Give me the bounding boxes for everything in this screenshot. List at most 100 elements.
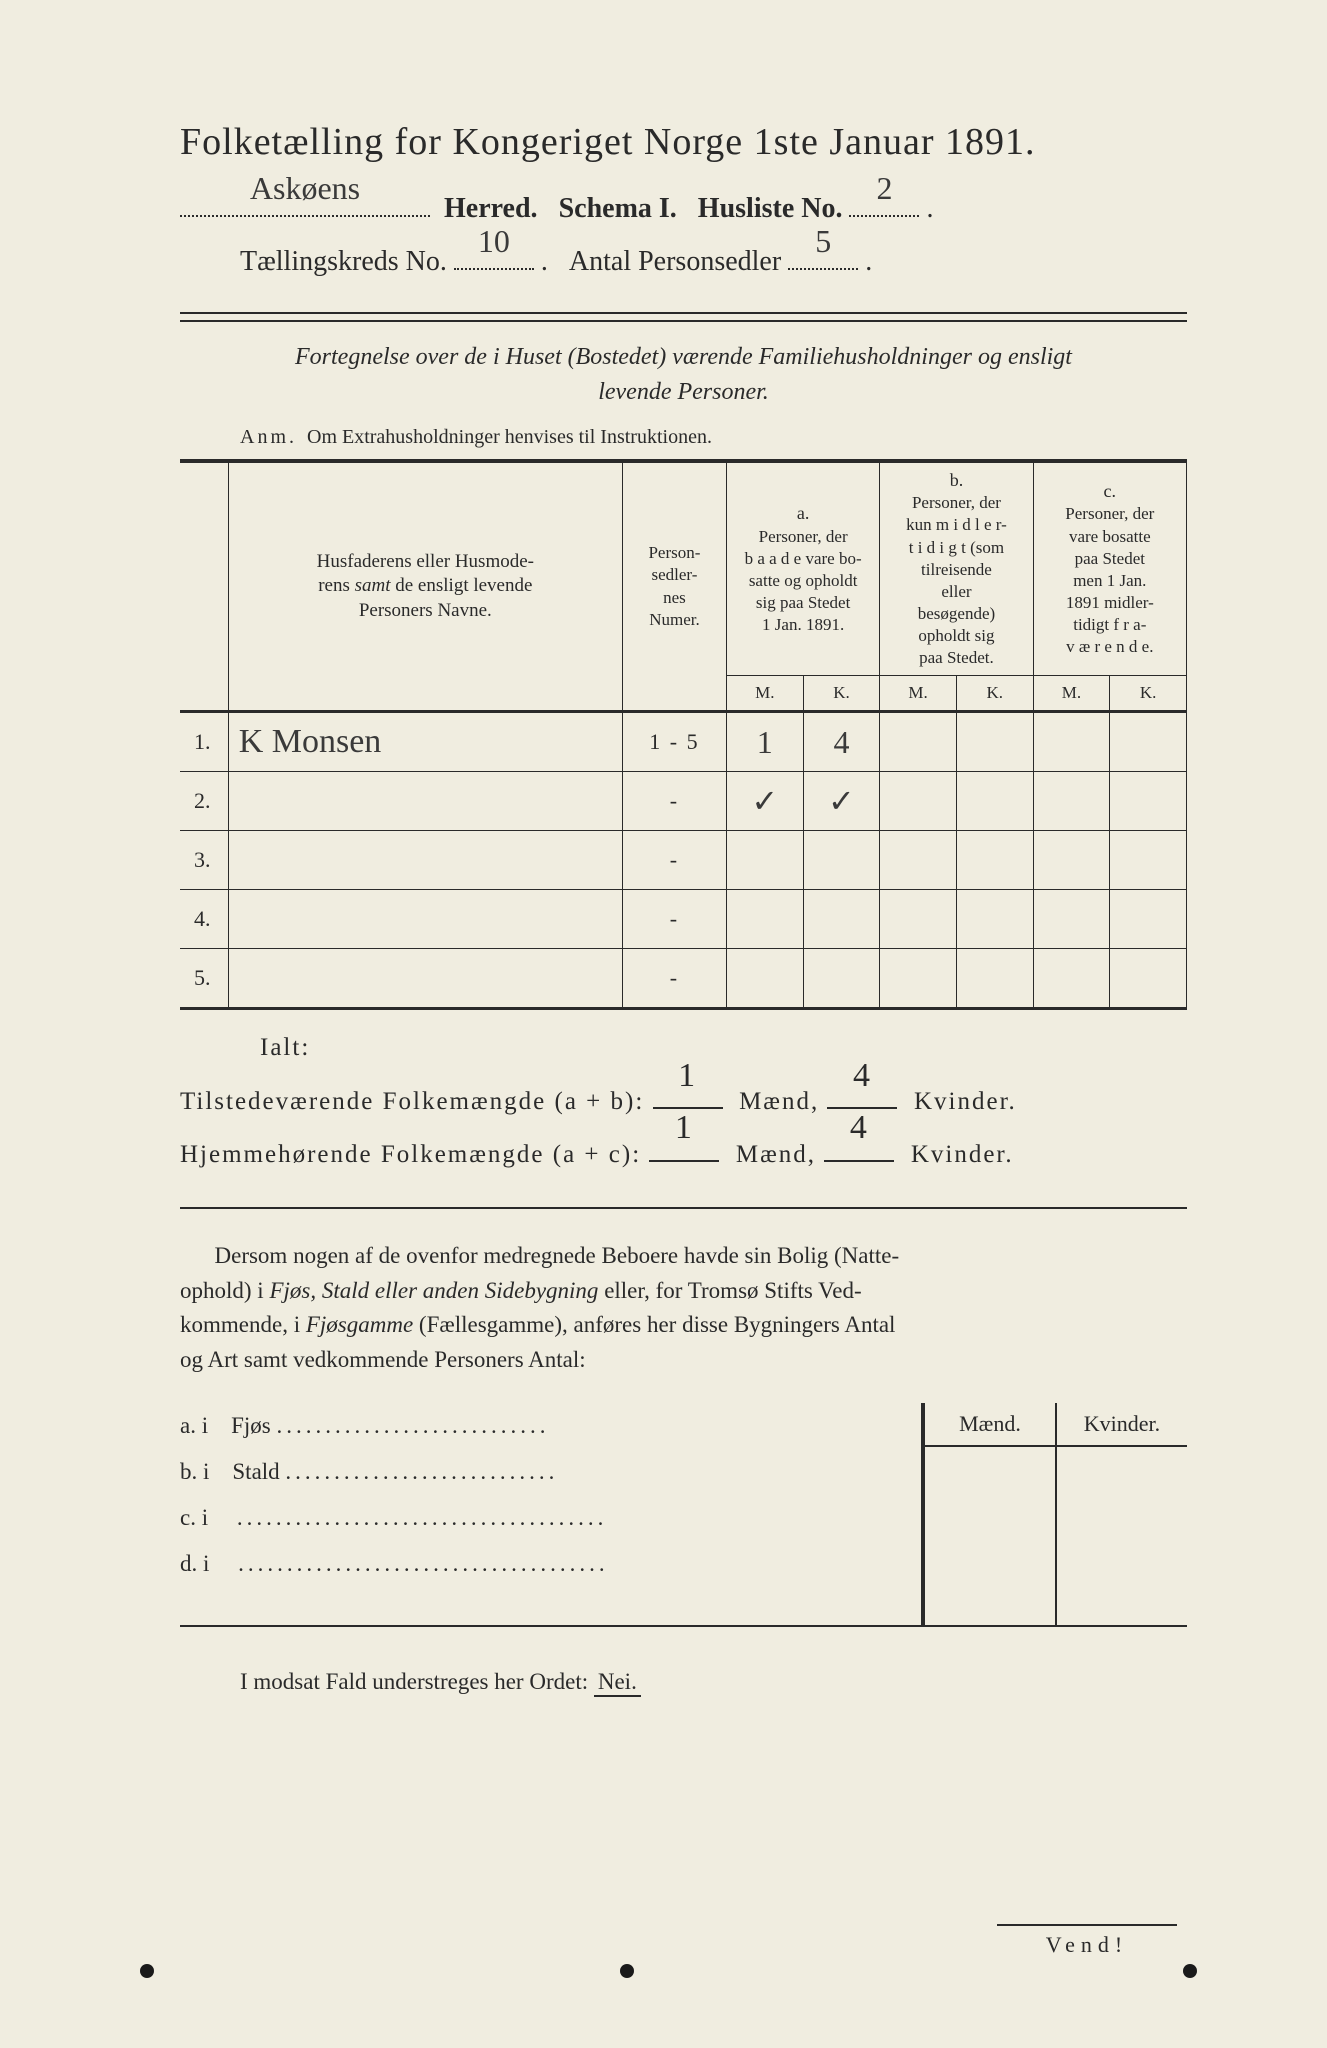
ac-k: 4 bbox=[824, 1092, 894, 1163]
name-cell bbox=[228, 890, 622, 949]
subtitle-2: levende Personer. bbox=[598, 379, 769, 405]
maend-body bbox=[925, 1447, 1055, 1627]
nei-line: I modsat Fald understreges her Ordet: Ne… bbox=[240, 1669, 1187, 1695]
table-row: 1.K Monsen1 - 514 bbox=[180, 712, 1187, 772]
c-k-cell bbox=[1110, 831, 1187, 890]
kreds-value: 10 bbox=[454, 211, 534, 272]
side-row: b. i Stald ............................ bbox=[180, 1449, 901, 1495]
group-c-header: c. Personer, dervare bosattepaa Stedetme… bbox=[1033, 461, 1186, 676]
a-m: M. bbox=[726, 676, 803, 712]
a-k-cell: 4 bbox=[803, 712, 880, 772]
a-m-cell: 1 bbox=[726, 712, 803, 772]
group-b-header: b. Personer, derkun m i d l e r-t i d i … bbox=[880, 461, 1033, 676]
antal-field: 5 bbox=[788, 268, 858, 270]
c-m-cell bbox=[1033, 712, 1110, 772]
row-num: 5. bbox=[180, 949, 228, 1009]
side-rows: a. i Fjøs ............................b.… bbox=[180, 1403, 921, 1627]
maend-1: Mænd, bbox=[739, 1088, 819, 1115]
c-label: c. bbox=[1038, 480, 1182, 503]
a-k-cell bbox=[803, 949, 880, 1009]
table-row: 5. - bbox=[180, 949, 1187, 1009]
a-m-cell bbox=[726, 949, 803, 1009]
rule bbox=[180, 1207, 1187, 1209]
row-num: 1. bbox=[180, 712, 228, 772]
b-k-cell bbox=[956, 712, 1033, 772]
name-cell: K Monsen bbox=[228, 712, 622, 772]
ac-label: Hjemmehørende Folkemængde (a + c): bbox=[180, 1141, 641, 1168]
ialt-label: Ialt: bbox=[260, 1034, 1187, 1062]
a-m-cell bbox=[726, 890, 803, 949]
b-k-cell bbox=[956, 831, 1033, 890]
group-a-header: a. Personer, derb a a d e vare bo-satte … bbox=[726, 461, 879, 676]
a-m-cell bbox=[726, 831, 803, 890]
sedler-cell: - bbox=[622, 831, 726, 890]
a-k-cell: ✓ bbox=[803, 772, 880, 831]
b-m-cell bbox=[880, 831, 957, 890]
sedler-cell: - bbox=[622, 772, 726, 831]
maend-head: Mænd. bbox=[925, 1403, 1055, 1447]
paragraph: Dersom nogen af de ovenfor medregnede Be… bbox=[180, 1239, 1187, 1377]
b-k-cell bbox=[956, 772, 1033, 831]
kvinder-2: Kvinder. bbox=[911, 1141, 1014, 1168]
side-table: a. i Fjøs ............................b.… bbox=[180, 1403, 1187, 1627]
c-m-cell bbox=[1033, 890, 1110, 949]
c-k-cell bbox=[1110, 890, 1187, 949]
col-name-header: Husfaderens eller Husmode-rens samt de e… bbox=[228, 461, 622, 712]
anm-text: Om Extrahusholdninger henvises til Instr… bbox=[307, 426, 712, 448]
census-page: Folketælling for Kongeriget Norge 1ste J… bbox=[0, 0, 1327, 2048]
row-num: 4. bbox=[180, 890, 228, 949]
totals-line-ac: Hjemmehørende Folkemængde (a + c): 1 Mæn… bbox=[180, 1129, 1187, 1182]
anm-note: Anm. Om Extrahusholdninger henvises til … bbox=[240, 426, 1187, 449]
mk-box: Mænd. Kvinder. bbox=[921, 1403, 1187, 1627]
ac-m-slot: 1 bbox=[649, 1160, 719, 1162]
nei-prefix: I modsat Fald understreges her Ordet: bbox=[240, 1669, 588, 1694]
c-m: M. bbox=[1033, 676, 1110, 712]
antal-value: 5 bbox=[788, 211, 858, 272]
sedler-cell: - bbox=[622, 949, 726, 1009]
hole-mark bbox=[1183, 1964, 1197, 1978]
totals-block: Tilstedeværende Folkemængde (a + b): 1 M… bbox=[180, 1076, 1187, 1181]
c-k-cell bbox=[1110, 712, 1187, 772]
b-k-cell bbox=[956, 890, 1033, 949]
maend-2: Mænd, bbox=[736, 1141, 816, 1168]
b-k-cell bbox=[956, 949, 1033, 1009]
a-k-cell bbox=[803, 831, 880, 890]
name-cell bbox=[228, 772, 622, 831]
kvinder-head: Kvinder. bbox=[1057, 1403, 1187, 1447]
nei-word: Nei. bbox=[594, 1669, 641, 1697]
table-row: 3.- bbox=[180, 831, 1187, 890]
ac-k-slot: 4 bbox=[824, 1160, 894, 1162]
husliste-value: 2 bbox=[849, 158, 919, 219]
b-label: b. bbox=[884, 469, 1028, 492]
b-m-cell bbox=[880, 772, 957, 831]
header-line-1: Askøens Herred. Schema I. Husliste No. 2… bbox=[180, 182, 1187, 235]
census-table: Husfaderens eller Husmode-rens samt de e… bbox=[180, 459, 1187, 1010]
divider bbox=[180, 312, 1187, 322]
header-block: Askøens Herred. Schema I. Husliste No. 2… bbox=[180, 182, 1187, 288]
a-label: a. bbox=[731, 502, 875, 525]
c-text: Personer, dervare bosattepaa Stedetmen 1… bbox=[1038, 503, 1182, 658]
ac-m: 1 bbox=[649, 1092, 719, 1163]
subtitle: Fortegnelse over de i Huset (Bostedet) v… bbox=[180, 340, 1187, 410]
c-m-cell bbox=[1033, 831, 1110, 890]
table-row: 2.-✓✓ bbox=[180, 772, 1187, 831]
c-m-cell bbox=[1033, 949, 1110, 1009]
side-row: c. i ...................................… bbox=[180, 1495, 901, 1541]
kvinder-body bbox=[1057, 1447, 1187, 1627]
maend-col: Mænd. bbox=[923, 1403, 1055, 1627]
table-row: 4. - bbox=[180, 890, 1187, 949]
kreds-field: 10 bbox=[454, 268, 534, 270]
side-row: a. i Fjøs ............................ bbox=[180, 1403, 901, 1449]
b-text: Personer, derkun m i d l e r-t i d i g t… bbox=[884, 492, 1028, 669]
anm-label: Anm. bbox=[240, 426, 297, 448]
herred-field: Askøens bbox=[180, 215, 430, 217]
kreds-label: Tællingskreds No. bbox=[240, 246, 447, 277]
a-m-cell: ✓ bbox=[726, 772, 803, 831]
kvinder-1: Kvinder. bbox=[914, 1088, 1017, 1115]
b-m-cell bbox=[880, 949, 957, 1009]
c-m-cell bbox=[1033, 772, 1110, 831]
header-line-2: Tællingskreds No. 10 . Antal Personsedle… bbox=[180, 235, 1187, 288]
sedler-cell: - bbox=[622, 890, 726, 949]
col-name-text: Husfaderens eller Husmode-rens samt de e… bbox=[233, 530, 618, 644]
b-m: M. bbox=[880, 676, 957, 712]
